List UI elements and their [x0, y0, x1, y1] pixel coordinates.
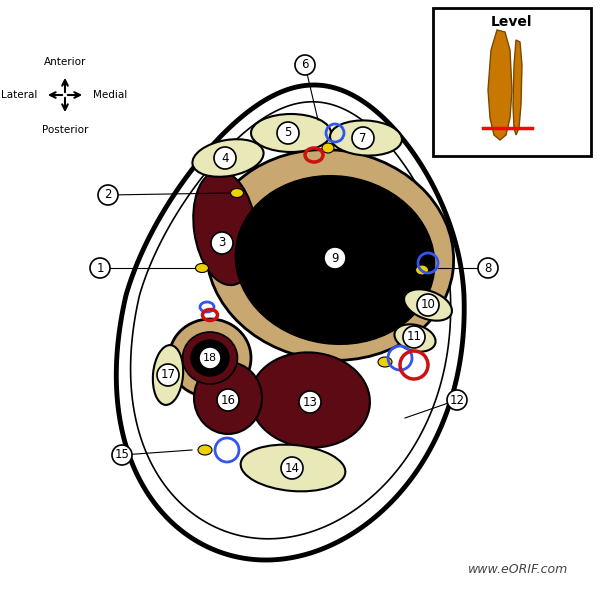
Ellipse shape [250, 352, 370, 448]
Circle shape [98, 185, 118, 205]
Ellipse shape [378, 357, 392, 367]
Circle shape [199, 347, 221, 369]
Text: 17: 17 [161, 368, 176, 382]
Ellipse shape [182, 332, 238, 384]
Text: 1: 1 [96, 262, 104, 275]
Polygon shape [488, 30, 512, 140]
Ellipse shape [230, 188, 244, 197]
Polygon shape [513, 40, 522, 135]
Circle shape [217, 389, 239, 411]
Circle shape [157, 364, 179, 386]
Ellipse shape [153, 345, 183, 405]
Circle shape [295, 55, 315, 75]
Text: 10: 10 [421, 298, 436, 311]
Ellipse shape [193, 139, 263, 177]
Circle shape [211, 232, 233, 254]
Ellipse shape [193, 171, 257, 285]
Circle shape [403, 326, 425, 348]
Ellipse shape [169, 319, 251, 397]
Circle shape [281, 457, 303, 479]
Ellipse shape [404, 289, 452, 320]
Text: Medial: Medial [93, 90, 127, 100]
Circle shape [299, 391, 321, 413]
Circle shape [417, 294, 439, 316]
Text: 4: 4 [221, 151, 229, 164]
Text: 7: 7 [359, 131, 367, 145]
Text: 8: 8 [484, 262, 491, 275]
Ellipse shape [194, 362, 262, 434]
Text: 12: 12 [449, 394, 464, 407]
Ellipse shape [235, 176, 435, 344]
Circle shape [478, 258, 498, 278]
Text: 16: 16 [221, 394, 235, 407]
Ellipse shape [191, 340, 229, 376]
Circle shape [277, 122, 299, 144]
Ellipse shape [241, 445, 346, 491]
Text: 6: 6 [301, 58, 309, 71]
Polygon shape [116, 85, 464, 560]
FancyBboxPatch shape [433, 8, 591, 156]
Text: 13: 13 [302, 395, 317, 409]
Ellipse shape [198, 445, 212, 455]
Text: 3: 3 [218, 236, 226, 250]
Text: Lateral: Lateral [1, 90, 37, 100]
Circle shape [214, 147, 236, 169]
Text: 11: 11 [407, 331, 421, 343]
Circle shape [324, 247, 346, 269]
Ellipse shape [206, 149, 454, 361]
Text: 14: 14 [284, 461, 299, 475]
Ellipse shape [394, 325, 436, 352]
Text: 2: 2 [104, 188, 112, 202]
Text: Level: Level [491, 15, 533, 29]
Text: Anterior: Anterior [44, 57, 86, 67]
Ellipse shape [330, 121, 402, 155]
Text: 18: 18 [203, 353, 217, 363]
Text: www.eORIF.com: www.eORIF.com [468, 563, 568, 576]
Text: Posterior: Posterior [42, 125, 88, 135]
Ellipse shape [415, 265, 428, 275]
Text: 15: 15 [115, 449, 130, 461]
Text: 5: 5 [284, 127, 292, 139]
Circle shape [447, 390, 467, 410]
Ellipse shape [251, 114, 331, 152]
Ellipse shape [322, 143, 334, 153]
Text: 9: 9 [331, 251, 339, 265]
Circle shape [112, 445, 132, 465]
Circle shape [352, 127, 374, 149]
Ellipse shape [196, 263, 209, 272]
Circle shape [90, 258, 110, 278]
